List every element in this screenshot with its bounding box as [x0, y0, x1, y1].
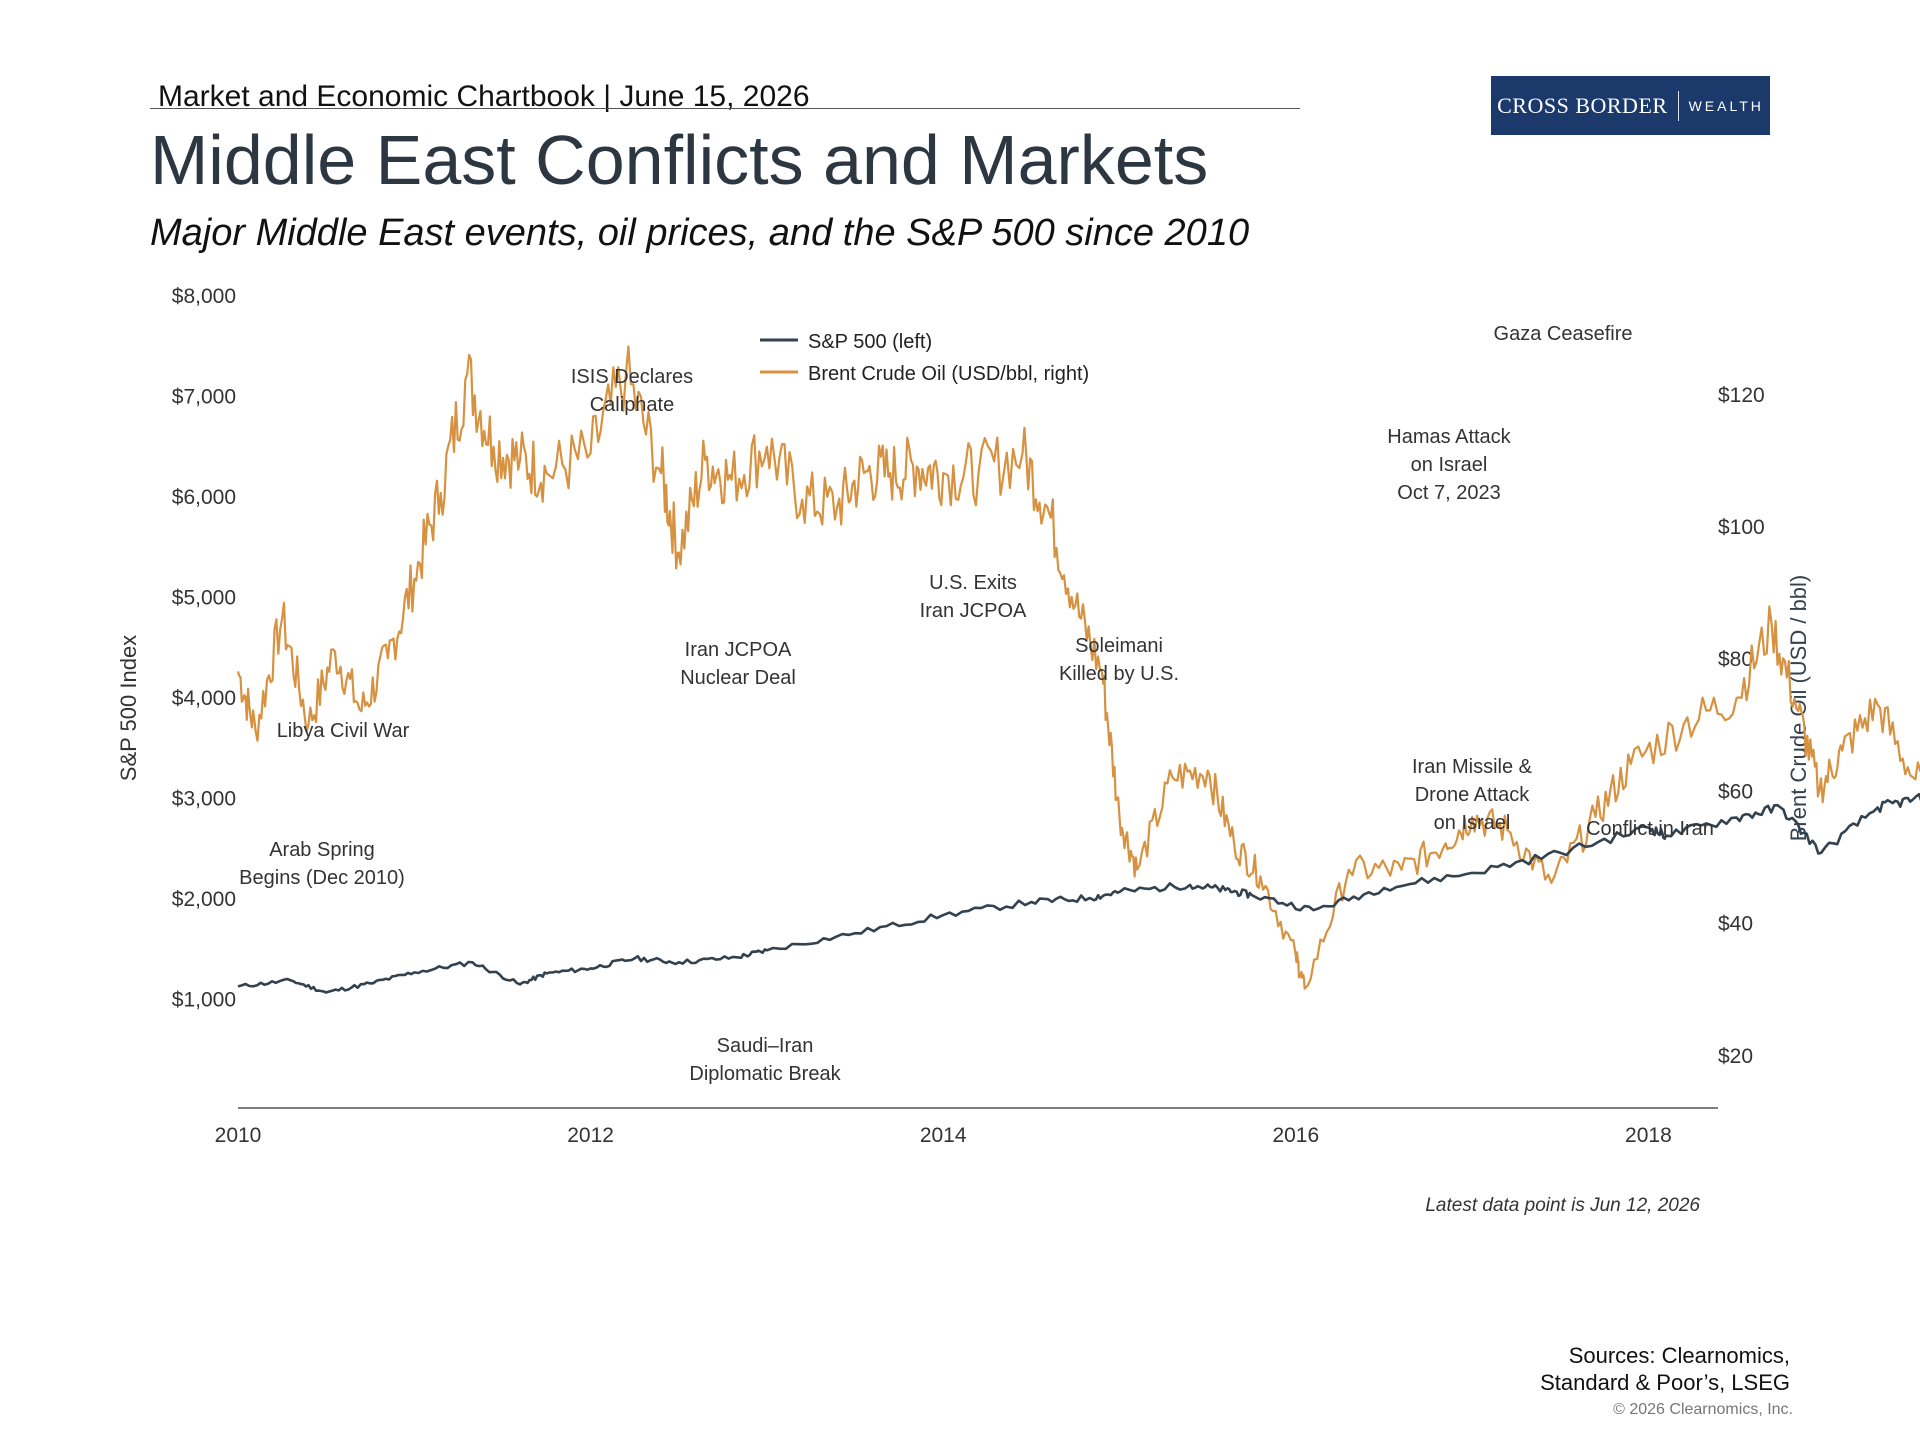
y-left-tick-label: $5,000	[172, 587, 236, 610]
page-subtitle: Major Middle East events, oil prices, an…	[150, 212, 1250, 254]
event-annotation: Arab Spring	[269, 839, 375, 861]
sp500-line	[237, 792, 1920, 994]
y-right-tick-label: $80	[1718, 648, 1753, 671]
logo-separator	[1677, 90, 1679, 121]
event-annotation: Iran JCPOA	[685, 639, 792, 661]
event-annotation: ISIS Declares	[571, 366, 693, 388]
event-annotation: Gaza Ceasefire	[1494, 323, 1633, 345]
y-right-tick-label: $60	[1718, 780, 1753, 803]
y-left-tick-label: $8,000	[172, 285, 236, 308]
event-annotation: Iran Missile &	[1412, 756, 1533, 778]
y-left-tick-label: $6,000	[172, 486, 236, 509]
event-annotation: Drone Attack	[1415, 784, 1531, 806]
copyright-text: © 2026 Clearnomics, Inc.	[1613, 1401, 1793, 1418]
x-tick-label: 2016	[1272, 1124, 1319, 1147]
brent-crude-line	[236, 345, 1920, 990]
sources-line-1: Sources: Clearnomics,	[1568, 1343, 1790, 1368]
y-left-tick-label: $2,000	[172, 888, 236, 911]
event-annotation: on Israel	[1411, 454, 1488, 476]
event-annotation: Hamas Attack	[1387, 426, 1511, 448]
page-title: Middle East Conflicts and Markets	[150, 121, 1209, 199]
y-left-tick-label: $7,000	[172, 386, 236, 409]
event-annotation: U.S. Exits	[929, 572, 1017, 594]
x-tick-label: 2010	[215, 1124, 262, 1147]
y-right-tick-label: $20	[1718, 1045, 1753, 1068]
event-annotation: Begins (Dec 2010)	[239, 867, 405, 889]
y-right-tick-label: $100	[1718, 516, 1765, 539]
event-annotation: Conflict in Iran	[1586, 818, 1714, 840]
sources-line-2: Standard & Poor’s, LSEG	[1540, 1370, 1790, 1395]
header-divider	[150, 108, 1300, 109]
cross-border-wealth-logo: CROSS BORDER WEALTH	[1491, 76, 1770, 135]
event-annotation: Oct 7, 2023	[1397, 482, 1500, 504]
x-tick-label: 2018	[1625, 1124, 1672, 1147]
sources-text: Sources: Clearnomics, Standard & Poor’s,…	[1380, 1342, 1790, 1396]
latest-data-note: Latest data point is Jun 12, 2026	[1425, 1195, 1700, 1216]
y-left-axis-title: S&P 500 Index	[116, 635, 141, 781]
y-left-tick-label: $1,000	[172, 989, 236, 1012]
y-right-tick-label: $120	[1718, 384, 1765, 407]
event-annotation: Soleimani	[1075, 635, 1163, 657]
x-tick-label: 2014	[920, 1124, 967, 1147]
y-left-tick-label: $4,000	[172, 687, 236, 710]
event-annotation: Libya Civil War	[277, 720, 410, 742]
event-annotation: Saudi–Iran	[717, 1035, 814, 1057]
y-right-tick-label: $40	[1718, 913, 1753, 936]
legend-label-sp500: S&P 500 (left)	[808, 331, 932, 353]
x-tick-label: 2012	[567, 1124, 614, 1147]
event-annotation: Nuclear Deal	[680, 667, 796, 689]
event-annotation: Diplomatic Break	[689, 1063, 841, 1085]
event-annotation: Iran JCPOA	[920, 600, 1027, 622]
logo-sub-text: WEALTH	[1688, 97, 1764, 114]
y-left-tick-label: $3,000	[172, 788, 236, 811]
event-annotation: Caliphate	[590, 394, 675, 416]
chartbook-header: Market and Economic Chartbook | June 15,…	[158, 80, 810, 113]
event-annotation: Killed by U.S.	[1059, 663, 1179, 685]
legend-label-brent: Brent Crude Oil (USD/bbl, right)	[808, 363, 1089, 385]
logo-main-text: CROSS BORDER	[1497, 92, 1668, 118]
event-annotation: on Israel	[1434, 812, 1511, 834]
